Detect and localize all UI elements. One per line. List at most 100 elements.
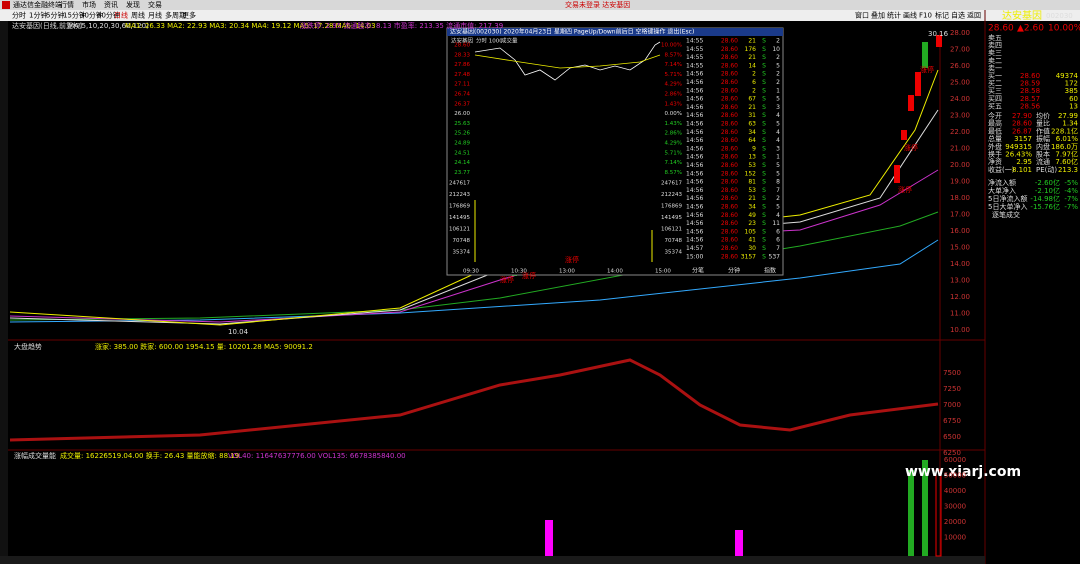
flow-label: 净流入额 <box>988 178 1016 187</box>
period-tab[interactable]: 30分钟 <box>80 11 103 20</box>
tool-button[interactable]: 标记 <box>935 11 949 20</box>
tick-cell: 6 <box>776 237 780 244</box>
price-tick: 15.00 <box>950 244 970 252</box>
tick-cell: 21 <box>748 38 756 45</box>
tick-cell: 34 <box>748 204 756 211</box>
popup-time: 13:00 <box>559 269 575 275</box>
tick-cell: S <box>762 154 766 161</box>
menu-item[interactable]: 资讯 <box>104 0 118 9</box>
popup-pct: 2.86% <box>665 131 682 137</box>
tick-cell: 28.60 <box>721 54 738 61</box>
tick-cell: 13 <box>748 154 756 161</box>
tick-cell: 11 <box>772 220 780 227</box>
popup-price: 26.74 <box>454 92 470 98</box>
period-tab[interactable]: 60分钟 <box>97 11 120 20</box>
menu-item[interactable]: 市场 <box>82 0 96 9</box>
period-tab[interactable]: 多周期 <box>165 11 186 20</box>
tick-cell: S <box>762 179 766 186</box>
popup-button[interactable]: 分钟 <box>728 267 740 275</box>
flow-value: -15.76亿 <box>1030 202 1060 211</box>
popup-tab[interactable]: 成交量 <box>501 37 518 45</box>
volume-tick: 10000 <box>944 534 966 542</box>
tool-button[interactable]: 返回 <box>967 12 981 20</box>
watermark: www.xiarj.com <box>905 464 1021 480</box>
menu-item[interactable]: 发现 <box>126 0 140 9</box>
popup-button[interactable]: 指数 <box>764 267 776 275</box>
volume-bar <box>908 470 914 556</box>
indicator-tick: 6250 <box>943 449 961 457</box>
popup-vol: 212243 <box>449 192 470 198</box>
book-price: 28.57 <box>1020 95 1040 103</box>
tick-cell: 28.60 <box>721 154 738 161</box>
popup-tab[interactable]: 达安基因 <box>451 37 474 45</box>
price-tick: 27.00 <box>950 46 970 54</box>
stat-label: 今开 <box>988 111 1002 120</box>
tick-cell: 28.60 <box>721 187 738 194</box>
popup-vol: 35374 <box>665 250 683 256</box>
tick-cell: S <box>762 245 766 252</box>
period-tab[interactable]: 1分钟 <box>29 11 47 20</box>
menu-item[interactable]: 行情 <box>60 0 74 9</box>
tick-cell: 10 <box>772 46 780 53</box>
tick-cell: S <box>762 145 766 152</box>
stat-value: 8.101 <box>1012 166 1032 174</box>
tool-button[interactable]: 自选 <box>951 11 965 20</box>
indicator-values: 涨家: 385.00 跌家: 600.00 1954.15 量: 10201.2… <box>95 342 313 351</box>
tick-cell: 21 <box>748 195 756 202</box>
tick-cell: 7 <box>776 245 780 252</box>
tick-cell: 3 <box>776 104 780 111</box>
tick-cell: 14:55 <box>686 62 703 69</box>
quote-code: 002030 <box>1046 12 1073 20</box>
price-tick: 19.00 <box>950 178 970 186</box>
price-tick: 17.00 <box>950 211 970 219</box>
tick-cell: 14:57 <box>686 245 703 252</box>
tick-cell: 14:55 <box>686 38 703 45</box>
popup-vol: 141495 <box>661 215 682 221</box>
book-label: 卖四 <box>988 42 1002 50</box>
stat-label: 收益(一) <box>988 165 1015 174</box>
limit-up-label: 涨停 <box>904 143 918 152</box>
flow-value: -14.98亿 <box>1030 194 1060 203</box>
tick-cell: 64 <box>748 137 756 144</box>
tool-button[interactable]: 统计 <box>887 11 901 20</box>
period-tab[interactable]: 日线 <box>114 11 128 20</box>
tool-button[interactable]: 画线 <box>903 11 917 20</box>
indicator-tick: 6750 <box>943 417 961 425</box>
period-tab[interactable]: 更多 <box>182 11 196 20</box>
quote-change: ▲2.60 <box>1017 24 1044 34</box>
popup-pct: 0.00% <box>665 111 682 117</box>
flow-label: 大单净入 <box>988 186 1016 195</box>
popup-pct: 5.71% <box>665 150 682 156</box>
candle <box>908 95 914 111</box>
tick-cell: 14:56 <box>686 220 703 227</box>
tool-button[interactable]: F10 <box>919 12 932 20</box>
menu-item[interactable]: 交易 <box>148 0 162 9</box>
tick-cell: 14:56 <box>686 237 703 244</box>
price-tick: 12.00 <box>950 293 970 301</box>
period-tab[interactable]: 月线 <box>148 11 162 20</box>
period-tab[interactable]: 15分钟 <box>63 11 86 20</box>
tick-cell: S <box>762 62 766 69</box>
price-tick: 26.00 <box>950 62 970 70</box>
period-tab[interactable]: 周线 <box>131 11 145 20</box>
stat-value: 26.43% <box>1005 151 1032 159</box>
period-tab[interactable]: 5分钟 <box>46 11 64 20</box>
flow-pct: -4% <box>1064 187 1078 195</box>
tick-cell: 537 <box>769 253 781 260</box>
popup-tab[interactable]: 分时 1000 <box>476 37 503 45</box>
book-volume: 385 <box>1065 87 1078 95</box>
flow-pct: -7% <box>1064 203 1078 211</box>
popup-price: 27.11 <box>454 82 470 88</box>
stat-label: 最低 <box>988 126 1002 135</box>
candle <box>922 42 928 68</box>
volume-bar <box>935 469 942 557</box>
side-tabs <box>0 21 8 564</box>
tool-button[interactable]: 窗口 <box>855 11 869 20</box>
tool-button[interactable]: 叠加 <box>871 11 885 20</box>
app-title: 通达信金融终端 <box>13 0 62 9</box>
period-tab[interactable]: 分时 <box>12 11 26 20</box>
tick-cell: S <box>762 54 766 61</box>
limit-up-label: 涨停 <box>565 255 579 264</box>
popup-button[interactable]: 分笔 <box>692 267 704 275</box>
